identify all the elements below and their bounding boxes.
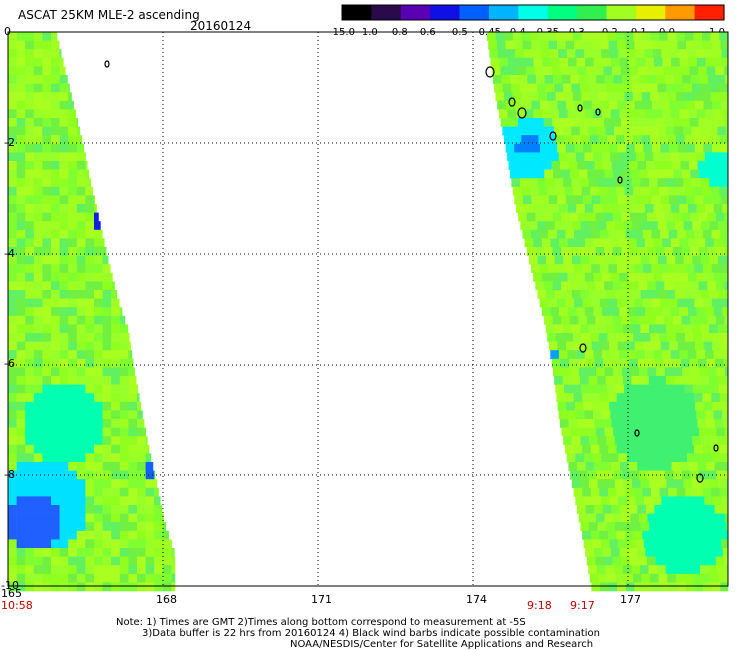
y-tick-label: -6 xyxy=(4,357,15,370)
time-label: 10:58 xyxy=(1,599,33,612)
contamination-mark xyxy=(549,131,557,141)
colorbar-segment xyxy=(400,5,431,20)
colorbar-segment xyxy=(694,5,725,20)
time-label: 9:18 xyxy=(527,599,552,612)
colorbar-segment xyxy=(342,5,372,20)
map-frame xyxy=(7,31,729,587)
gridlines xyxy=(8,32,728,586)
colorbar-segment xyxy=(577,5,608,20)
figure-title: ASCAT 25KM MLE-2 ascending xyxy=(18,8,200,22)
colorbar-segment xyxy=(430,5,461,20)
colorbar-segment xyxy=(488,5,519,20)
contamination-mark xyxy=(579,343,587,353)
colorbar-segment xyxy=(547,5,578,20)
colorbar-segment xyxy=(371,5,402,20)
contamination-mark xyxy=(595,108,601,116)
note-line-1: Note: 1) Times are GMT 2)Times along bot… xyxy=(116,617,526,628)
colorbar-segment xyxy=(606,5,637,20)
contamination-mark xyxy=(617,176,623,184)
x-tick-label: 168 xyxy=(156,593,177,606)
contamination-mark xyxy=(104,60,110,68)
y-tick-label: -4 xyxy=(4,247,15,260)
y-tick-label: 0 xyxy=(4,25,11,38)
contamination-mark xyxy=(696,473,704,483)
swath-data xyxy=(8,32,729,592)
colorbar-segment xyxy=(665,5,696,20)
x-tick-label: 171 xyxy=(311,593,332,606)
contamination-mark xyxy=(577,104,583,112)
note-line-2: 3)Data buffer is 22 hrs from 20160124 4)… xyxy=(142,628,600,639)
colorbar-segment xyxy=(518,5,549,20)
colorbar xyxy=(341,4,725,21)
x-tick-label: 174 xyxy=(466,593,487,606)
contamination-marks xyxy=(104,60,719,483)
x-tick-label: 165 xyxy=(1,587,22,600)
y-tick-label: -2 xyxy=(4,136,15,149)
colorbar-segment xyxy=(459,5,490,20)
time-label: 9:17 xyxy=(570,599,595,612)
figure-date: 20160124 xyxy=(190,19,252,33)
contamination-mark xyxy=(485,66,495,78)
contamination-mark xyxy=(517,107,527,119)
y-tick-label: -10 xyxy=(1,579,19,592)
y-tick-label: -8 xyxy=(4,468,15,481)
contamination-mark xyxy=(508,97,516,107)
colorbar-frame xyxy=(341,4,725,21)
contamination-mark xyxy=(713,444,719,452)
contamination-mark xyxy=(634,429,640,437)
note-line-3: NOAA/NESDIS/Center for Satellite Applica… xyxy=(290,639,594,650)
x-tick-label: 177 xyxy=(620,593,641,606)
colorbar-segment xyxy=(635,5,666,20)
